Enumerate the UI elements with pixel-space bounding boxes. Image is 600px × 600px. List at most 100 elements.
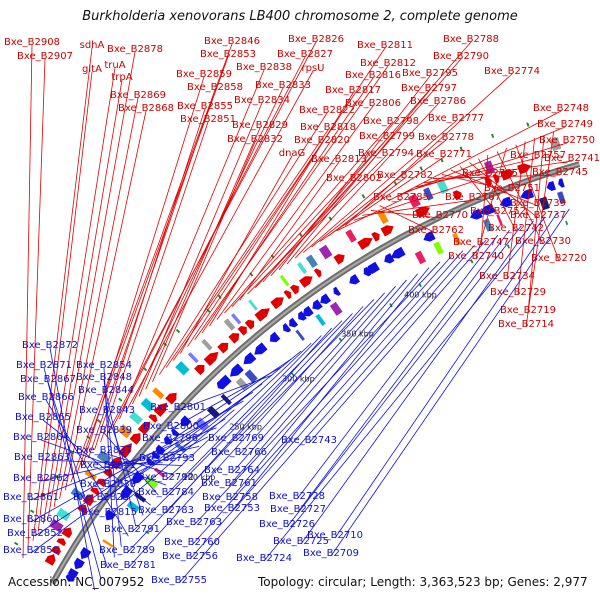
leader-line [334, 212, 558, 539]
leader-line [294, 103, 439, 259]
reverse-gene-arrow [320, 293, 332, 305]
forward-gene-label: Bxe_B2734 [479, 271, 535, 282]
forward-gene-arrow [217, 342, 229, 354]
forward-gene-label: Bxe_B2822 [299, 105, 355, 116]
forward-gene-arrow [500, 169, 515, 181]
forward-gene-label: Bxe_B2777 [428, 113, 484, 124]
reverse-gene-arrow [298, 311, 307, 321]
forward-gene-arrow [50, 546, 61, 556]
forward-gene-arrow [380, 225, 394, 237]
reverse-gene-arrow [243, 352, 257, 365]
green-marker [361, 194, 366, 199]
reverse-gene-label: Bxe_B2867 [20, 374, 76, 385]
forward-gene-arrow [61, 527, 73, 539]
leader-line [100, 121, 209, 443]
leader-line [145, 127, 261, 390]
leader-line [517, 138, 536, 296]
leader-line [229, 273, 418, 501]
forward-gene-label: Bxe_B2832 [227, 134, 283, 145]
feature-block [175, 361, 190, 376]
reverse-gene-arrow [254, 342, 268, 355]
leader-line [53, 51, 136, 508]
reverse-gene-label: Bxe_B2837 [76, 445, 132, 456]
reverse-gene-label: Bxe_B2852 [7, 528, 63, 539]
reverse-gene-arrow [546, 180, 557, 191]
green-marker [96, 419, 102, 424]
leader-line [297, 230, 510, 513]
leader-line [42, 419, 151, 506]
forward-gene-label: Bxe_B2750 [539, 135, 595, 146]
green-marker [526, 122, 530, 127]
reverse-gene-label: Bxe_B2781 [100, 560, 156, 571]
feature-block [452, 232, 462, 246]
leader-line [82, 76, 205, 467]
green-marker [14, 541, 19, 546]
position-label: 300 kbp [282, 375, 315, 384]
green-marker [175, 328, 181, 334]
leader-line [423, 160, 573, 184]
reverse-gene-arrow [229, 363, 244, 377]
leader-line [286, 225, 522, 528]
forward-gene-arrow [137, 421, 151, 435]
reverse-gene-label: Bxe_B2784 [138, 487, 194, 498]
leader-line [450, 169, 539, 207]
leader-line [119, 69, 265, 420]
forward-gene-arrow [153, 402, 168, 417]
leader-line [34, 391, 254, 537]
reverse-gene-arrow [499, 196, 513, 208]
forward-gene-arrow [82, 494, 94, 507]
forward-gene-arrow [415, 206, 431, 219]
forward-gene-arrow [237, 325, 247, 336]
accession-label: Accession: NC_007952 [8, 575, 145, 589]
leader-line [165, 335, 322, 496]
feature-block [279, 274, 290, 287]
leader-line [178, 244, 475, 584]
forward-gene-label: Bxe_B2833 [255, 80, 311, 91]
leader-line [22, 44, 33, 558]
reverse-gene-label: Bxe_B2789 [99, 545, 155, 556]
leader-line [103, 432, 159, 496]
leader-line [165, 129, 329, 368]
leader-line [41, 459, 183, 466]
reverse-gene-arrow [333, 286, 341, 296]
reverse-gene-label: Bxe_B2725 [273, 536, 329, 547]
feature-block [126, 500, 140, 513]
leader-line [189, 250, 464, 560]
leader-line [527, 135, 545, 314]
forward-gene-label: Bxe_B2855 [177, 101, 233, 112]
reverse-gene-arrow [151, 450, 161, 460]
reverse-gene-label: Bxe_B2864 [13, 432, 69, 443]
forward-gene-label: Bxe_B2788 [443, 34, 499, 45]
leader-line [152, 141, 256, 383]
feature-block [206, 405, 220, 419]
reverse-gene-arrow [349, 274, 361, 285]
reverse-gene-label: Bxe_B2863 [14, 452, 70, 463]
forward-gene-label: Bxe_B2771 [416, 149, 472, 160]
genome-summary: Topology: circular; Length: 3,363,523 bp… [258, 575, 588, 589]
forward-gene-arrow [244, 319, 255, 330]
feature-block [144, 476, 159, 490]
forward-gene-arrow [90, 487, 100, 496]
reverse-gene-label: Bxe_B2792 [138, 472, 194, 483]
forward-gene-arrow [194, 364, 205, 376]
leader-line [30, 400, 244, 523]
reverse-gene-label: Bxe_B2761 [201, 478, 257, 489]
leader-line [311, 139, 447, 248]
forward-gene-label: Bxe_B2742 [488, 223, 544, 234]
feature-block [482, 218, 494, 232]
reverse-gene-label: Bxe_B2791 [104, 524, 160, 535]
reverse-gene-label: Bxe_B2871 [16, 360, 72, 371]
green-marker [206, 308, 211, 313]
forward-gene-label: rpsU [302, 63, 325, 74]
forward-gene-arrow [289, 284, 299, 295]
forward-gene-label: trpA [111, 72, 132, 83]
forward-gene-label: Bxe_B2908 [4, 37, 60, 48]
leader-line [303, 120, 457, 253]
leader-line [228, 279, 407, 487]
forward-gene-arrow [517, 163, 532, 175]
leader-line [480, 154, 489, 246]
feature-block [220, 393, 232, 406]
green-marker [217, 294, 222, 299]
forward-gene-label: Bxe_B2816 [345, 70, 401, 81]
forward-gene-label: Bxe_B2795 [402, 68, 458, 79]
